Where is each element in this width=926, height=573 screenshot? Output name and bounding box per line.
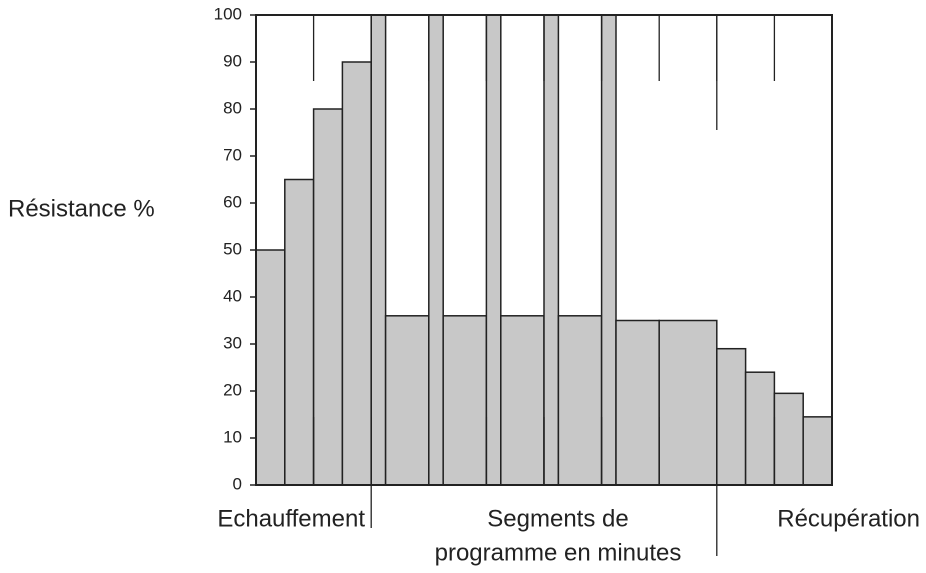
step-bar: [543, 14, 560, 486]
plot-frame: [255, 14, 833, 486]
y-tick-label: 40: [223, 286, 242, 305]
annotation: Echauffement: [217, 505, 365, 532]
y-tick-label: 80: [223, 98, 242, 117]
step-bar: [658, 319, 718, 486]
step-bar: [744, 371, 776, 486]
step-bar: [284, 178, 315, 486]
annotation: Récupération: [777, 505, 920, 532]
y-tick-label: 10: [223, 427, 242, 446]
annotation: Segments de: [487, 505, 628, 532]
y-tick-label: 30: [223, 333, 242, 352]
y-tick-label: 50: [223, 239, 242, 258]
step-bar: [312, 108, 344, 486]
step-bar: [500, 315, 545, 486]
y-tick-label: 20: [223, 380, 242, 399]
step-bar: [615, 319, 660, 486]
step-bar: [557, 315, 603, 486]
y-tick-label: 60: [223, 192, 242, 211]
step-bar: [370, 14, 387, 486]
y-tick-label: 70: [223, 145, 242, 164]
step-bar: [428, 14, 444, 486]
step-bar: [600, 14, 617, 486]
y-tick-label: 0: [233, 474, 242, 493]
y-tick-label: 100: [214, 4, 242, 23]
step-bar: [341, 61, 372, 486]
y-axis-label: Résistance %: [8, 195, 155, 222]
step-bar: [716, 347, 747, 486]
step-bar: [485, 14, 502, 486]
y-tick-label: 90: [223, 51, 242, 70]
annotation: programme en minutes: [435, 539, 682, 566]
step-bar: [802, 416, 833, 486]
step-bar: [442, 315, 488, 486]
step-bar: [384, 315, 430, 486]
step-bar: [773, 392, 804, 486]
step-bar: [255, 249, 286, 486]
